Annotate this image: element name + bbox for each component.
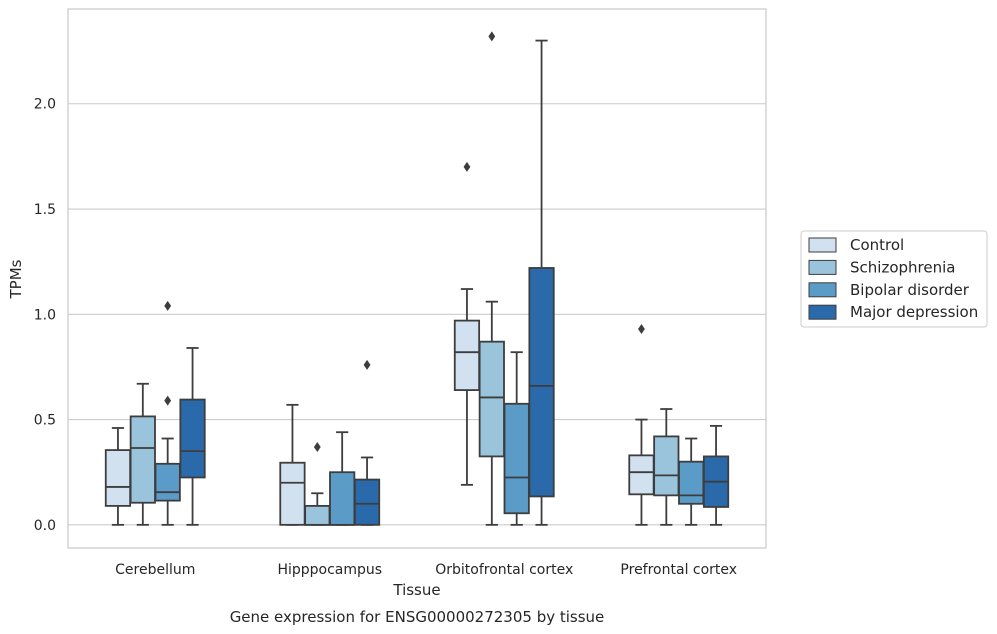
box-3-3	[702, 424, 730, 526]
legend-swatch	[808, 237, 837, 253]
x-tick-label: Prefrontal cortex	[620, 562, 737, 578]
x-tick-label: Orbitofrontal cortex	[435, 562, 573, 578]
boxes-layer	[104, 31, 730, 526]
box-body	[154, 462, 181, 502]
box-body	[104, 449, 132, 507]
y-tick-label: 2.0	[34, 97, 56, 113]
box-body	[304, 504, 331, 526]
box-1-3	[353, 359, 381, 526]
box-3-0	[628, 324, 655, 526]
box-2-1	[478, 31, 505, 526]
outlier-marker	[488, 31, 496, 42]
y-tick-label: 0.0	[34, 518, 56, 534]
legend-label: Schizophrenia	[850, 258, 955, 276]
box-body	[478, 340, 505, 458]
legend-label: Bipolar disorder	[850, 281, 970, 299]
outlier-marker	[363, 359, 371, 370]
box-0-2	[154, 300, 181, 526]
plot-frame	[67, 8, 767, 549]
legend-label: Control	[850, 236, 904, 254]
box-1-0	[279, 403, 306, 526]
y-tick-label: 0.5	[34, 413, 56, 429]
box-2-0	[453, 161, 481, 486]
y-tick-labels: 0.0 0.5 1.0 1.5 2.0	[34, 97, 56, 534]
outlier-marker	[164, 300, 172, 311]
legend-swatch	[808, 259, 837, 275]
box-body	[503, 402, 530, 515]
legend-label: Major depression	[850, 303, 978, 321]
box-0-1	[129, 382, 156, 526]
outlier-marker	[463, 161, 471, 172]
box-body	[678, 460, 705, 505]
outlier-marker	[164, 395, 172, 406]
box-body	[179, 398, 206, 479]
box-2-3	[528, 39, 555, 526]
box-2-2	[503, 351, 530, 526]
outlier-marker	[313, 441, 321, 452]
x-axis-title: Tissue	[392, 581, 440, 599]
box-1-1	[304, 441, 331, 526]
box-body	[453, 319, 481, 391]
x-tick-labels: Cerebellum Hipppocampus Orbitofrontal cort…	[115, 562, 737, 578]
box-1-2	[329, 431, 356, 526]
legend-frame	[800, 230, 988, 328]
box-body	[279, 461, 306, 526]
outlier-marker	[638, 324, 645, 335]
x-tick-label: Cerebellum	[115, 562, 195, 578]
box-body	[528, 267, 555, 498]
legend: Control Schizophrenia Bipolar disorder Majo…	[800, 230, 988, 328]
box-body	[329, 471, 356, 526]
box-0-0	[104, 427, 132, 526]
legend-swatch	[808, 282, 837, 298]
y-axis-title: TPMs	[7, 259, 25, 299]
box-body	[129, 415, 156, 504]
box-0-3	[179, 347, 206, 526]
figure-caption: Gene expression for ENSG00000272305 by t…	[230, 608, 605, 626]
box-body	[628, 454, 655, 496]
box-body	[353, 478, 381, 526]
x-tick-label: Hipppocampus	[277, 562, 382, 578]
y-tick-label: 1.5	[34, 202, 56, 218]
legend-entries: Control Schizophrenia Bipolar disorder Majo…	[808, 236, 978, 321]
box-body	[653, 435, 680, 497]
y-tick-label: 1.0	[34, 307, 56, 323]
legend-swatch	[808, 304, 837, 320]
